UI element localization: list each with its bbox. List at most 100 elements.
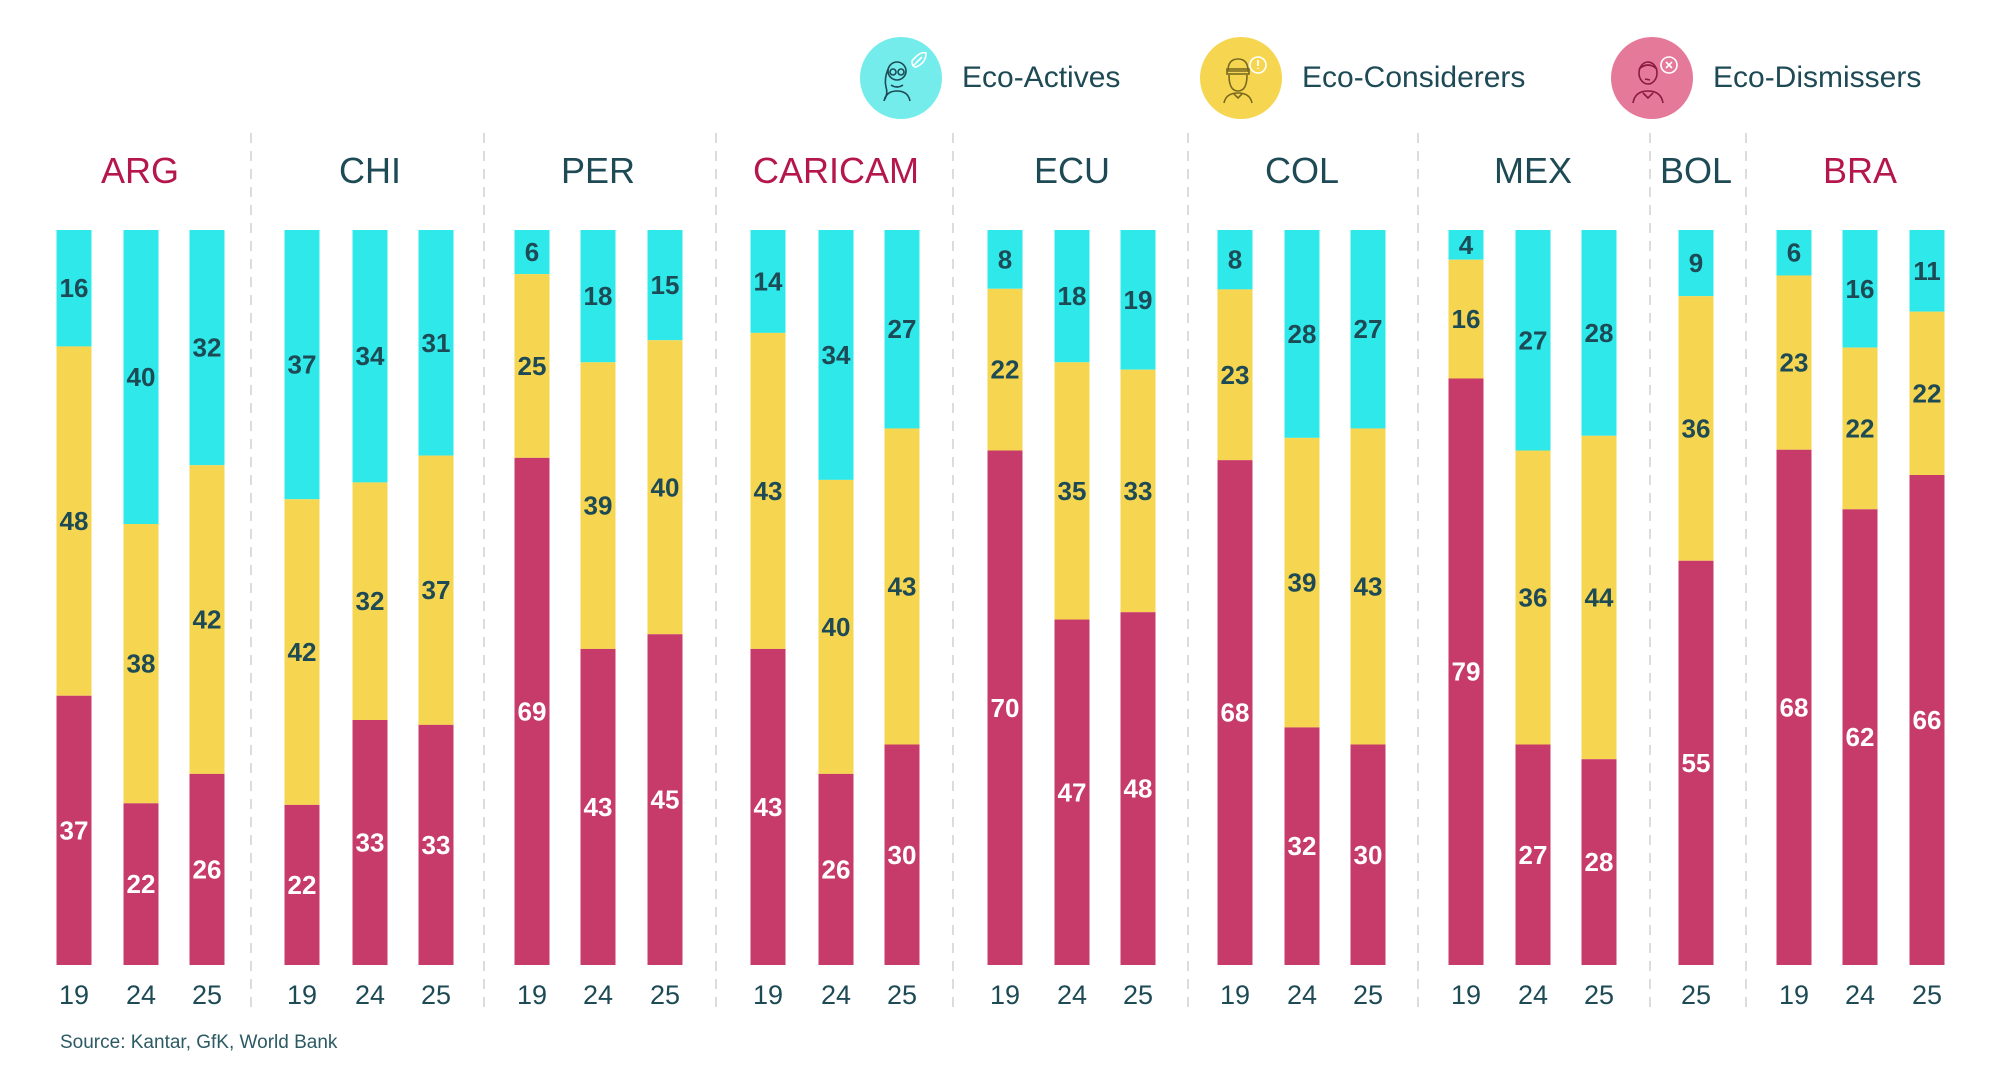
data-label: 68: [1780, 692, 1809, 722]
data-label: 23: [1221, 360, 1250, 390]
bar-segment-bol-25-dismissers: [1678, 560, 1714, 965]
year-tick-label: 19: [287, 980, 317, 1010]
bar-segment-caricam-24-actives: [818, 230, 854, 480]
bar-segment-caricam-24-dismissers: [818, 773, 854, 965]
bar-segment-col-25-considerers: [1350, 428, 1386, 745]
legend-label: Eco-Considerers: [1302, 61, 1526, 94]
data-label: 47: [1058, 777, 1087, 807]
bar-segment-ecu-19-dismissers: [987, 450, 1023, 965]
bar-segment-arg-25-dismissers: [189, 773, 225, 965]
year-tick-label: 24: [126, 980, 156, 1010]
data-label: 15: [651, 270, 680, 300]
bar-segment-per-24-dismissers: [580, 648, 616, 965]
bar-segment-ecu-24-dismissers: [1054, 619, 1090, 965]
bar-segment-arg-19-dismissers: [56, 695, 92, 965]
data-label: 44: [1585, 583, 1614, 613]
data-label: 16: [60, 273, 89, 303]
data-label: 30: [1354, 840, 1383, 870]
year-tick-label: 25: [1584, 980, 1614, 1010]
bar-segment-bra-24-actives: [1842, 230, 1878, 348]
bar-segment-col-25-dismissers: [1350, 744, 1386, 965]
bar-segment-mex-25-considerers: [1581, 435, 1617, 760]
data-label: 79: [1452, 657, 1481, 687]
woman-with-leaf-icon: [860, 37, 942, 119]
data-label: 33: [356, 828, 385, 858]
bar-segment-per-25-dismissers: [647, 634, 683, 965]
bar-segment-bol-25-considerers: [1678, 296, 1714, 561]
bar-segment-bra-25-considerers: [1909, 311, 1945, 475]
data-label: 48: [60, 506, 89, 536]
data-label: 19: [1124, 285, 1153, 315]
data-label: 22: [1846, 413, 1875, 443]
year-tick-label: 24: [1287, 980, 1317, 1010]
year-tick-label: 25: [650, 980, 680, 1010]
bar-segment-arg-19-considerers: [56, 346, 92, 696]
data-label: 43: [1354, 571, 1383, 601]
year-tick-label: 24: [821, 980, 851, 1010]
bar-segment-caricam-19-dismissers: [750, 648, 786, 965]
bar-segment-caricam-25-considerers: [884, 428, 920, 745]
data-label: 26: [193, 854, 222, 884]
year-tick-label: 25: [192, 980, 222, 1010]
data-label: 40: [822, 612, 851, 642]
bar-segment-ecu-19-considerers: [987, 288, 1023, 451]
bar-segment-arg-24-dismissers: [123, 803, 159, 965]
data-label: 37: [288, 350, 317, 380]
data-label: 69: [518, 696, 547, 726]
bar-segment-ecu-25-dismissers: [1120, 612, 1156, 965]
data-label: 25: [518, 351, 547, 381]
data-label: 62: [1846, 722, 1875, 752]
bearded-man-with-exclamation-icon: [1200, 37, 1282, 119]
data-label: 34: [356, 341, 385, 371]
bar-segment-chi-25-considerers: [418, 455, 454, 725]
source-note: Source: Kantar, GfK, World Bank: [60, 1032, 338, 1053]
year-tick-label: 24: [1518, 980, 1548, 1010]
bar-segment-bol-25-actives: [1678, 230, 1714, 297]
year-tick-label: 19: [990, 980, 1020, 1010]
year-tick-label: 19: [59, 980, 89, 1010]
bar-segment-caricam-24-considerers: [818, 479, 854, 774]
data-label: 43: [888, 571, 917, 601]
data-label: 4: [1459, 230, 1474, 260]
bar-segment-mex-25-actives: [1581, 230, 1617, 436]
data-label: 27: [888, 314, 917, 344]
group-header-mex: MEX: [1494, 150, 1572, 191]
data-label: 8: [1228, 245, 1242, 275]
data-label: 27: [1519, 325, 1548, 355]
man-with-x-badge-icon: [1611, 37, 1693, 119]
data-label: 32: [356, 586, 385, 616]
bar-segment-bra-19-considerers: [1776, 275, 1812, 450]
bar-segment-arg-25-considerers: [189, 465, 225, 774]
year-tick-label: 24: [583, 980, 613, 1010]
bar-segment-per-19-actives: [514, 230, 550, 275]
bar-segment-col-25-actives: [1350, 230, 1386, 429]
data-label: 43: [754, 792, 783, 822]
data-label: 48: [1124, 774, 1153, 804]
data-label: 33: [1124, 476, 1153, 506]
bar-segment-bra-25-actives: [1909, 230, 1945, 312]
bar-segment-ecu-19-actives: [987, 230, 1023, 289]
data-label: 45: [651, 785, 680, 815]
data-label: 27: [1519, 840, 1548, 870]
data-label: 35: [1058, 476, 1087, 506]
data-label: 32: [1288, 831, 1317, 861]
data-label: 34: [822, 340, 851, 370]
bar-segment-chi-24-actives: [352, 230, 388, 483]
data-label: 11: [1913, 256, 1941, 286]
data-label: 36: [1519, 583, 1548, 613]
bar-segment-chi-19-dismissers: [284, 804, 320, 965]
bar-segment-chi-19-actives: [284, 230, 320, 500]
data-label: 40: [127, 362, 156, 392]
bar-segment-ecu-24-actives: [1054, 230, 1090, 363]
year-tick-label: 19: [1779, 980, 1809, 1010]
bar-segment-mex-24-actives: [1515, 230, 1551, 451]
bar-segment-bra-24-considerers: [1842, 347, 1878, 510]
data-label: 36: [1682, 413, 1711, 443]
data-label: 23: [1780, 348, 1809, 378]
group-header-per: PER: [561, 150, 635, 191]
data-label: 55: [1682, 748, 1711, 778]
data-label: 28: [1585, 318, 1614, 348]
year-tick-label: 24: [1845, 980, 1875, 1010]
legend-label: Eco-Actives: [962, 61, 1121, 94]
data-label: 39: [1288, 568, 1317, 598]
